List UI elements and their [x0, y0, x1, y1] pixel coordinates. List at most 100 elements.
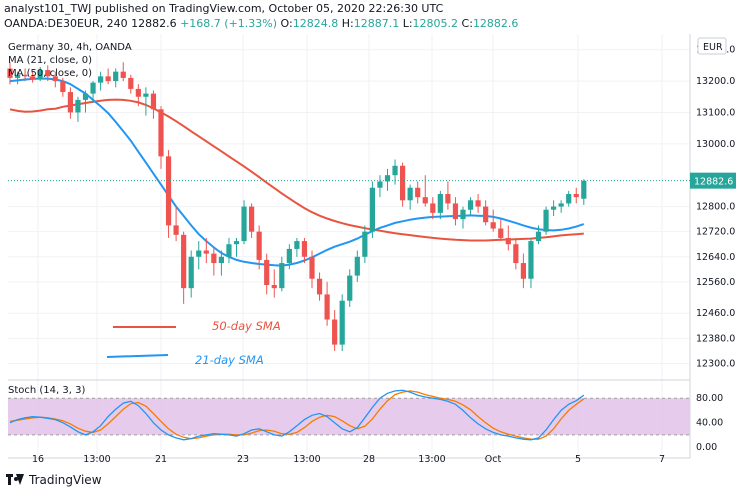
candle [279, 256, 285, 292]
stoch-tick: 80.00 [696, 393, 723, 404]
ohlc-header: OANDA:DE30EUR, 240 12882.6 +168.7 (+1.33… [4, 17, 518, 30]
candle [165, 150, 172, 238]
chart-grid [8, 34, 690, 458]
last-price-tag [690, 172, 736, 189]
candle [430, 197, 436, 220]
x-tick: 13:00 [418, 454, 445, 465]
legend-title: Germany 30, 4h, OANDA [8, 42, 132, 53]
price-tick: 13200.0 [696, 76, 735, 87]
currency-badge[interactable]: EUR [697, 37, 727, 55]
stoch-tick: 40.00 [696, 418, 723, 429]
stoch-d-line [9, 390, 585, 440]
publish-info: analyst101_TWJ published on TradingView.… [4, 2, 443, 15]
candle [301, 237, 308, 264]
candle [415, 181, 421, 204]
candle [377, 175, 383, 198]
candle [30, 71, 36, 83]
candle [105, 68, 111, 85]
candle [362, 225, 368, 264]
stoch-lines [9, 389, 585, 441]
candle [347, 269, 353, 307]
author-name[interactable]: analyst101_TWJ [4, 2, 92, 15]
last-price-label: 12882.6 [694, 177, 733, 188]
price-tick: 12800.0 [696, 202, 735, 213]
candle [150, 90, 157, 119]
candle [14, 71, 21, 85]
candle [67, 87, 73, 119]
candle [316, 272, 323, 301]
sma-legend [106, 326, 176, 358]
price-chart[interactable]: 13300.013200.013100.013000.012800.012720… [0, 0, 740, 470]
candle [505, 225, 511, 251]
candle [467, 197, 474, 216]
candle [143, 87, 149, 116]
candle [60, 77, 66, 97]
candle [75, 96, 81, 122]
low-value: 12805.2 [412, 17, 459, 30]
x-tick: Oct [485, 454, 502, 465]
candle [120, 62, 126, 82]
candle [475, 194, 481, 213]
candle [218, 250, 224, 276]
candle [551, 200, 557, 216]
candle [558, 200, 564, 213]
price-tick: 12300.0 [696, 358, 735, 369]
candle [211, 247, 217, 276]
price-tick: 12380.0 [696, 333, 735, 344]
candle [128, 74, 134, 94]
candle [90, 81, 96, 104]
candle [490, 209, 496, 232]
candle [286, 244, 292, 270]
published-text: published on TradingView.com, October 05… [94, 2, 444, 15]
candle [22, 68, 28, 82]
candle [384, 168, 391, 191]
ma50-line [9, 98, 584, 242]
candle [460, 206, 466, 229]
candle [354, 250, 360, 282]
candle [528, 237, 534, 289]
stoch-tick: 0.00 [696, 442, 717, 453]
x-tick: 13:00 [293, 454, 320, 465]
candle [369, 181, 375, 238]
x-tick: 5 [575, 454, 581, 465]
x-tick: 21 [155, 454, 167, 465]
candle [566, 190, 572, 207]
candle [452, 197, 459, 226]
x-tick: 23 [237, 454, 249, 465]
tradingview-footer[interactable]: TradingView [6, 473, 102, 487]
candle [37, 66, 43, 82]
candle [7, 62, 13, 85]
x-tick: 13:00 [83, 454, 110, 465]
x-tick: 7 [659, 454, 665, 465]
candle [309, 250, 315, 289]
candle [483, 200, 489, 226]
candle [294, 237, 300, 257]
stoch-k-line [9, 389, 585, 441]
close-value: 12882.6 [472, 17, 519, 30]
open-label: O: [280, 17, 293, 30]
candle [445, 181, 451, 210]
stoch-band [8, 397, 690, 436]
brand-name: TradingView [29, 473, 102, 487]
open-value: 12824.8 [292, 17, 339, 30]
x-tick: 28 [363, 454, 375, 465]
candle [113, 68, 119, 88]
symbol: OANDA:DE30EUR, 240 [4, 17, 128, 30]
close-label: C: [461, 17, 473, 30]
high-value: 12887.1 [353, 17, 400, 30]
sma21-swatch [106, 354, 169, 358]
candle [226, 237, 232, 264]
candle [188, 250, 194, 298]
stoch-label: Stoch (14, 3, 3) [8, 385, 85, 396]
candle [158, 106, 164, 169]
candle [181, 231, 187, 304]
candle [203, 237, 209, 264]
price-tick: 12720.0 [696, 227, 735, 238]
candle [332, 310, 338, 351]
x-tick: 16 [32, 454, 44, 465]
candle [256, 225, 262, 270]
candle [135, 84, 141, 107]
price-tick: 13000.0 [696, 139, 735, 150]
price-tick: 12560.0 [696, 277, 735, 288]
candle [82, 90, 89, 113]
